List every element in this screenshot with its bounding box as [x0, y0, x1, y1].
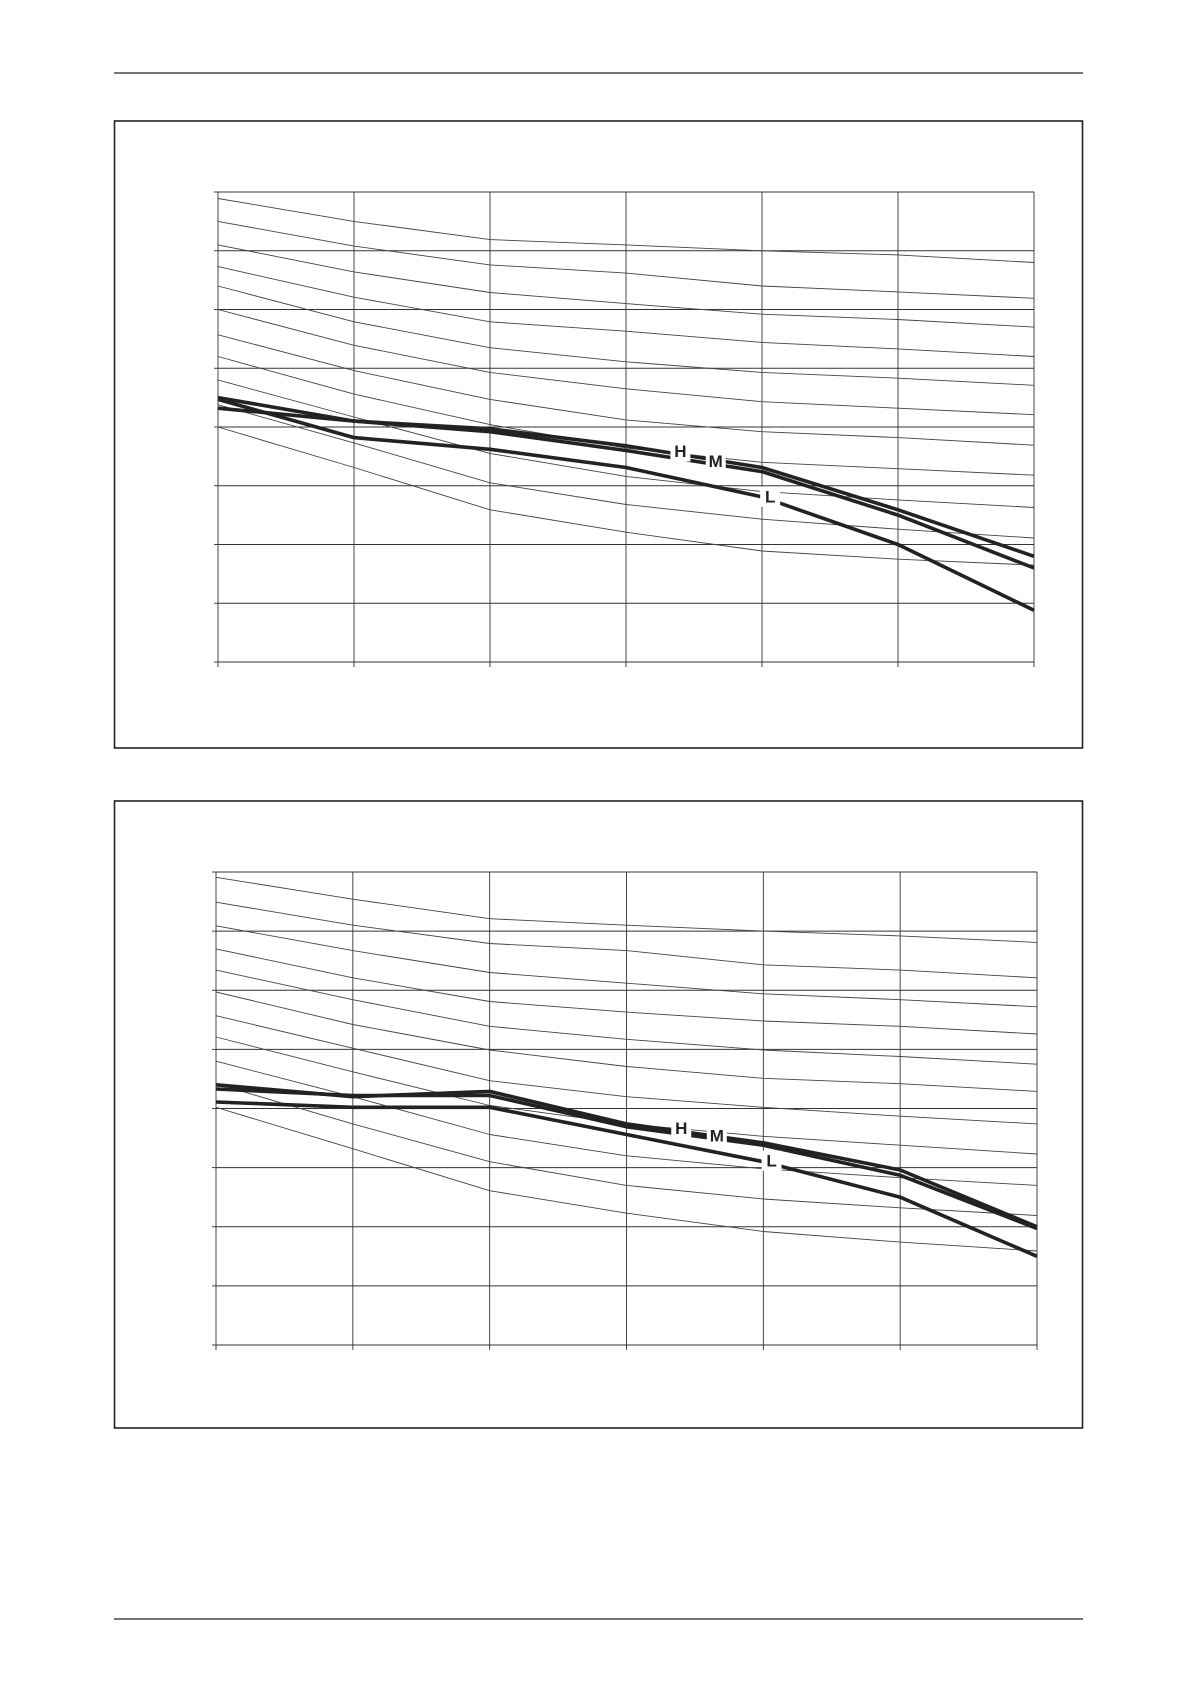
fan-speed-line [215, 1100, 1038, 1258]
system-curve [217, 198, 1035, 263]
system-curve [215, 901, 1038, 979]
line-label: L [766, 1151, 776, 1170]
system-curve [217, 426, 1035, 566]
chart-frame [113, 120, 1084, 749]
label-backdrop [671, 1118, 692, 1139]
system-curve [215, 991, 1038, 1092]
system-curve [217, 309, 1035, 416]
line-label: H [675, 1119, 687, 1138]
system-curve [215, 925, 1038, 1008]
label-backdrop [706, 1125, 727, 1146]
system-curve [217, 334, 1035, 446]
system-curve [217, 356, 1035, 476]
system-curve [215, 876, 1038, 943]
system-curve [217, 285, 1035, 386]
label-backdrop [761, 1150, 782, 1171]
line-label: M [709, 452, 723, 471]
system-curve [215, 969, 1038, 1065]
system-curve [215, 948, 1038, 1035]
fan-speed-line [217, 406, 1035, 570]
line-label: H [674, 442, 686, 461]
system-curve [217, 404, 1035, 539]
system-curve [217, 220, 1035, 299]
chart-frame [113, 800, 1084, 1429]
system-curve [215, 1083, 1038, 1216]
system-curve [215, 1015, 1038, 1125]
system-curve [217, 379, 1035, 508]
label-backdrop [760, 486, 781, 507]
system-curve [217, 266, 1035, 357]
label-backdrop [670, 441, 691, 462]
system-curve [217, 244, 1035, 328]
label-backdrop [705, 451, 726, 472]
fan-speed-line [215, 1087, 1038, 1231]
line-label: L [765, 487, 775, 506]
system-curve [215, 1106, 1038, 1252]
line-label: M [710, 1126, 724, 1145]
fan-speed-line [217, 397, 1035, 612]
